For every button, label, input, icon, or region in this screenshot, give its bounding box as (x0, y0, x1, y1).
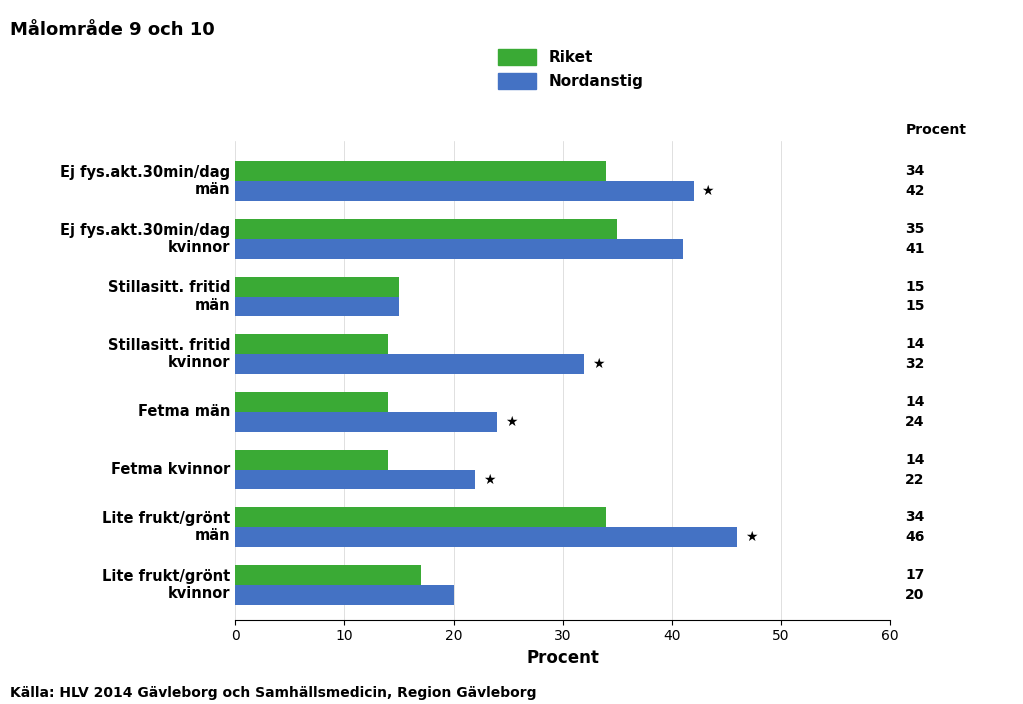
Text: 42: 42 (905, 184, 925, 198)
Text: Källa: HLV 2014 Gävleborg och Samhällsmedicin, Region Gävleborg: Källa: HLV 2014 Gävleborg och Samhällsme… (10, 686, 537, 700)
Bar (235, 470, 476, 489)
Text: 24: 24 (905, 415, 925, 429)
Text: 14: 14 (905, 453, 925, 467)
Bar (235, 508, 607, 527)
Bar (235, 412, 497, 432)
Bar (235, 239, 682, 259)
Text: ★: ★ (592, 357, 605, 371)
Text: 46: 46 (905, 530, 925, 544)
Bar (235, 296, 399, 317)
Text: 34: 34 (905, 510, 925, 524)
Text: ★: ★ (745, 530, 757, 544)
Bar (235, 161, 607, 181)
Bar (235, 277, 399, 296)
Bar (235, 354, 584, 374)
Text: 35: 35 (905, 222, 925, 236)
Bar (235, 565, 420, 585)
Text: 14: 14 (905, 395, 925, 409)
Text: 22: 22 (905, 472, 925, 486)
Bar (235, 392, 388, 412)
Text: ★: ★ (483, 472, 495, 486)
Text: 20: 20 (905, 588, 925, 602)
Text: 41: 41 (905, 241, 925, 256)
Text: 15: 15 (905, 299, 925, 313)
Legend: Riket, Nordanstig: Riket, Nordanstig (492, 43, 650, 95)
Text: 14: 14 (905, 337, 925, 351)
Text: Målområde 9 och 10: Målområde 9 och 10 (10, 21, 215, 39)
Text: 32: 32 (905, 357, 925, 371)
Text: 34: 34 (905, 164, 925, 178)
Bar (235, 585, 453, 605)
Bar (235, 219, 617, 239)
Bar (235, 181, 694, 201)
Text: 15: 15 (905, 279, 925, 294)
Text: ★: ★ (504, 415, 518, 429)
Text: 17: 17 (905, 568, 925, 582)
Text: ★: ★ (701, 184, 714, 198)
Bar (235, 450, 388, 470)
Text: Procent: Procent (905, 123, 967, 137)
Bar (235, 527, 738, 547)
Bar (235, 334, 388, 354)
X-axis label: Procent: Procent (526, 649, 599, 667)
